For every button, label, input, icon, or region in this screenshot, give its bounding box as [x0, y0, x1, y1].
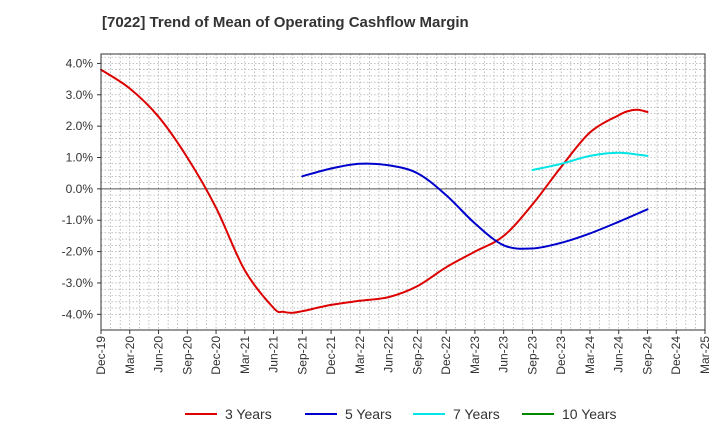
x-tick-label: Jun-23: [497, 336, 511, 373]
y-axis-ticks: -4.0% -3.0% -2.0% -1.0% 0.0% 1.0% 2.0% 3.0% 4.0%: [62, 56, 101, 321]
legend: 3 Years 5 Years 7 Years 10 Years: [185, 406, 617, 422]
x-tick-label: Dec-22: [439, 336, 453, 375]
x-tick-label: Jun-20: [152, 336, 166, 373]
series-line-5-years: [301, 162, 649, 250]
y-tick-label: -1.0%: [62, 213, 94, 227]
x-tick-label: Sep-22: [410, 336, 424, 375]
y-tick-label: -2.0%: [62, 245, 94, 259]
grid: [100, 54, 706, 330]
x-tick-label: Mar-23: [468, 336, 482, 374]
x-tick-label: Dec-21: [324, 336, 338, 375]
chart-title: [7022] Trend of Mean of Operating Cashfl…: [102, 14, 469, 31]
y-tick-label: -3.0%: [62, 276, 94, 290]
series-line-7-years: [531, 151, 649, 171]
legend-label: 10 Years: [562, 406, 617, 422]
x-tick-label: Sep-20: [180, 336, 194, 375]
x-tick-label: Mar-22: [353, 336, 367, 374]
x-axis-ticks: Dec-19 Mar-20 Jun-20 Sep-20 Dec-20 Mar-21 Jun-…: [94, 330, 712, 375]
y-tick-label: 3.0%: [66, 88, 94, 102]
x-tick-label: Sep-21: [295, 336, 309, 375]
x-tick-label: Dec-19: [94, 336, 108, 375]
x-tick-label: Jun-22: [382, 336, 396, 373]
x-tick-label: Sep-23: [525, 336, 539, 375]
x-tick-label: Jun-24: [612, 336, 626, 373]
x-tick-label: Sep-24: [641, 336, 655, 375]
series-lines: [100, 68, 649, 314]
x-tick-label: Jun-21: [267, 336, 281, 373]
y-tick-label: 1.0%: [66, 151, 94, 165]
y-tick-label: -4.0%: [62, 307, 94, 321]
series-line-3-years: [100, 68, 649, 314]
x-tick-label: Dec-24: [669, 336, 683, 375]
x-tick-label: Dec-20: [209, 336, 223, 375]
legend-label: 3 Years: [225, 406, 272, 422]
plot-border: [100, 53, 706, 331]
x-tick-label: Mar-24: [583, 336, 597, 374]
legend-label: 5 Years: [345, 406, 392, 422]
plot-frame: [100, 53, 706, 331]
x-tick-label: Mar-20: [123, 336, 137, 374]
y-tick-label: 2.0%: [66, 119, 94, 133]
legend-label: 7 Years: [453, 406, 500, 422]
x-tick-label: Mar-25: [698, 336, 712, 374]
y-tick-label: 4.0%: [66, 56, 94, 70]
x-tick-label: Dec-23: [554, 336, 568, 375]
x-tick-label: Mar-21: [238, 336, 252, 374]
y-tick-label: 0.0%: [66, 182, 94, 196]
